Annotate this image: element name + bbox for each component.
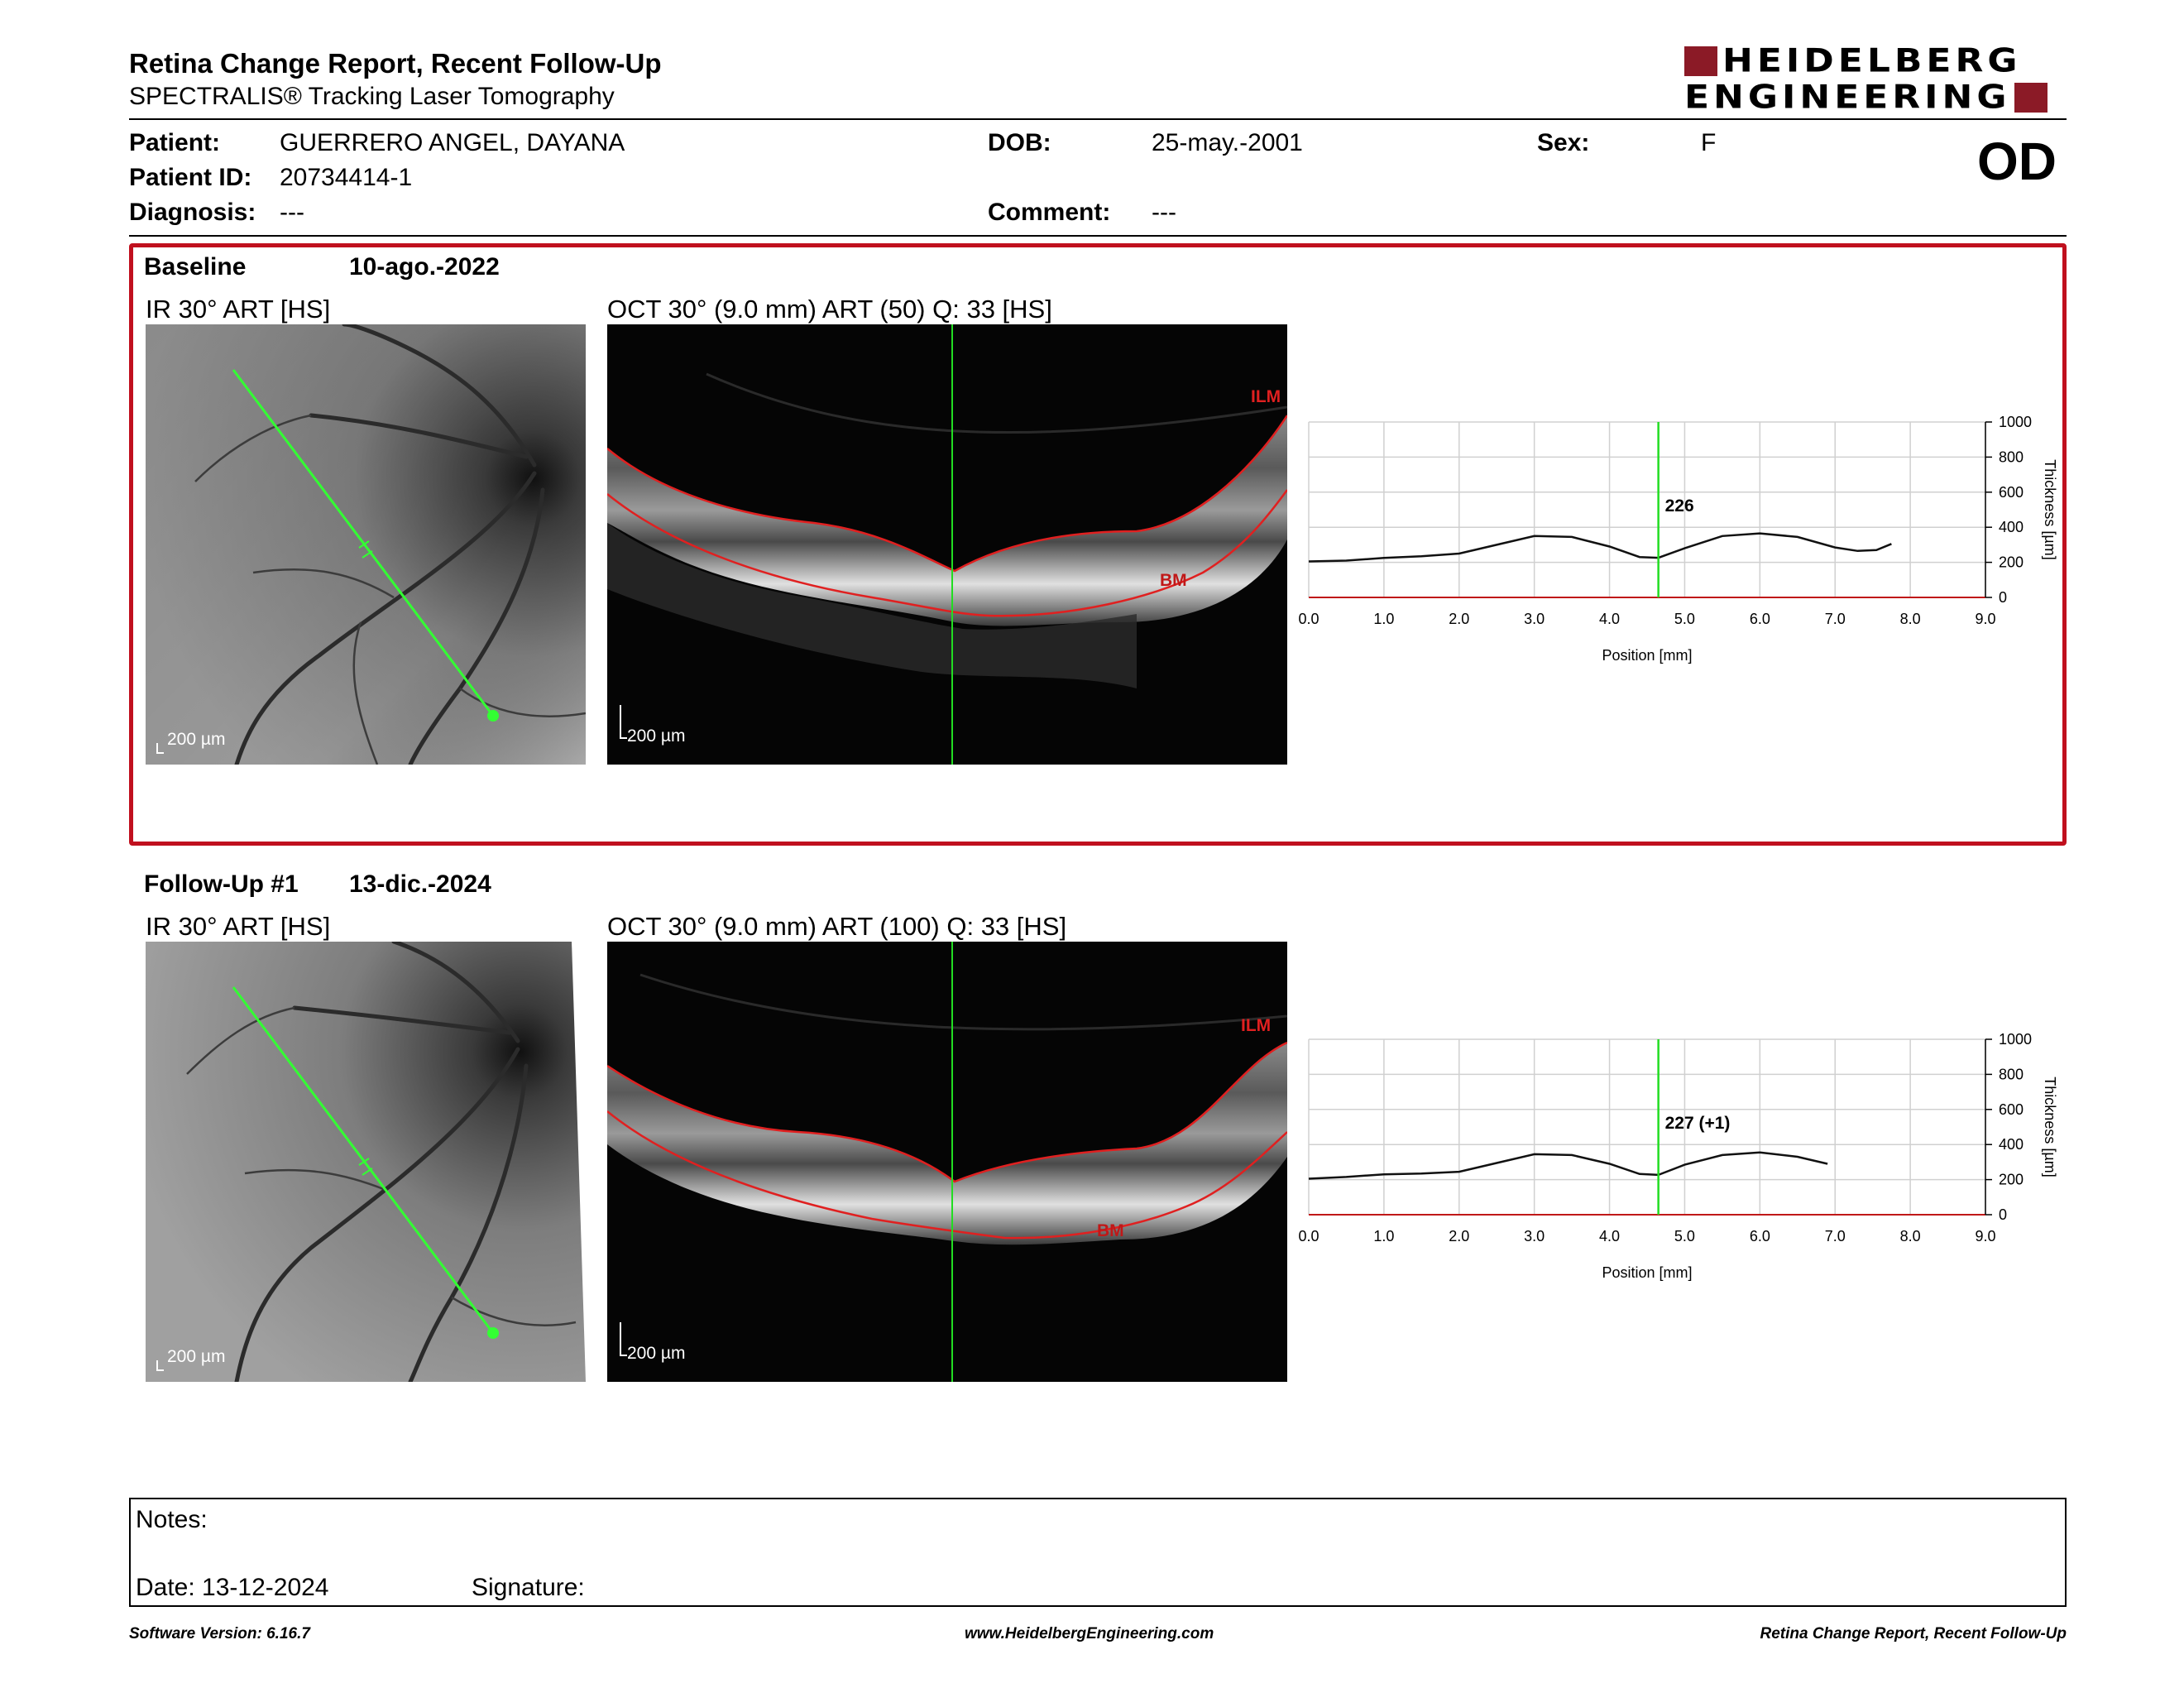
x-tick-label: 6.0 <box>1750 1228 1770 1244</box>
ir-image-label: IR 30° ART [HS] <box>146 295 331 324</box>
thickness-chart-baseline: 0.0 1.0 2.0 3.0 4.0 5.0 6.0 7.0 8.0 9.0 0 200 400 600… <box>1298 409 2076 674</box>
exam-title: Follow-Up #1 <box>144 870 299 898</box>
y-tick-label: 200 <box>1999 554 2024 571</box>
x-tick-label: 1.0 <box>1373 1228 1394 1244</box>
eye-indicator: OD <box>1977 132 2057 191</box>
x-axis-label: Position [mm] <box>1602 647 1692 664</box>
x-tick-label: 3.0 <box>1524 1228 1545 1244</box>
bm-label: BM <box>1097 1221 1124 1240</box>
x-axis-label: Position [mm] <box>1602 1264 1692 1281</box>
notes-date: Date: 13-12-2024 <box>136 1574 329 1601</box>
x-tick-label: 3.0 <box>1524 611 1545 627</box>
x-tick-label: 1.0 <box>1373 611 1394 627</box>
patient-id-label: Patient ID: <box>129 164 252 191</box>
footer-website: www.HeidelbergEngineering.com <box>965 1625 1214 1642</box>
oct-scale-label: 200 µm <box>627 1344 686 1363</box>
sex-label: Sex: <box>1537 129 1590 156</box>
bm-label: BM <box>1160 571 1187 590</box>
x-tick-label: 6.0 <box>1750 611 1770 627</box>
logo-square-icon-2 <box>2014 83 2048 113</box>
x-tick-label: 9.0 <box>1975 1228 1995 1244</box>
exam-title: Baseline <box>144 253 247 281</box>
x-tick-label: 9.0 <box>1975 611 1995 627</box>
footer-software-version: Software Version: 6.16.7 <box>129 1625 310 1642</box>
thickness-series-line <box>1308 1151 1828 1180</box>
baseline-frame <box>129 243 2067 846</box>
x-tick-label: 8.0 <box>1900 1228 1921 1244</box>
logo-text-top: HEIDELBERG <box>1722 41 2022 80</box>
oct-image-label: OCT 30° (9.0 mm) ART (100) Q: 33 [HS] <box>607 912 1067 941</box>
ilm-label: ILM <box>1241 1016 1272 1035</box>
thickness-series-line <box>1308 532 1892 563</box>
ilm-label: ILM <box>1251 387 1281 406</box>
y-tick-label: 800 <box>1999 448 2024 465</box>
ir-image-label: IR 30° ART [HS] <box>146 912 331 941</box>
thickness-chart-followup: 0.0 1.0 2.0 3.0 4.0 5.0 6.0 7.0 8.0 9.0 0 200 400 600… <box>1298 1026 2076 1291</box>
divider <box>129 235 2067 237</box>
comment-value: --- <box>1152 199 1176 226</box>
logo-square-icon <box>1684 46 1717 76</box>
y-tick-label: 0 <box>1999 1206 2007 1223</box>
y-tick-label: 600 <box>1999 484 2024 501</box>
y-tick-label: 1000 <box>1999 414 2032 430</box>
x-tick-label: 2.0 <box>1449 1228 1469 1244</box>
thickness-chart-svg: 0.0 1.0 2.0 3.0 4.0 5.0 6.0 7.0 8.0 9.00 200 400 600… <box>1298 1031 2058 1281</box>
oct-bscan-image[interactable]: ILM BM 200 µm <box>607 942 1287 1382</box>
ir-scale-label: 200 µm <box>167 1347 226 1366</box>
x-tick-label: 0.0 <box>1299 611 1320 627</box>
x-tick-label: 4.0 <box>1599 1228 1620 1244</box>
ir-fundus-image[interactable]: 200 µm <box>146 942 586 1382</box>
y-tick-label: 400 <box>1999 519 2024 535</box>
divider <box>129 118 2067 120</box>
sex-value: F <box>1701 129 1717 156</box>
patient-label: Patient: <box>129 129 221 156</box>
dob-value: 25-may.-2001 <box>1152 129 1303 156</box>
comment-label: Comment: <box>988 199 1111 226</box>
report-title: Retina Change Report, Recent Follow-Up <box>129 48 662 79</box>
notes-box[interactable] <box>129 1498 2067 1607</box>
y-axis-label: Thickness [µm] <box>2042 1077 2058 1177</box>
y-tick-label: 0 <box>1999 589 2007 606</box>
y-tick-label: 400 <box>1999 1136 2024 1153</box>
patient-name: GUERRERO ANGEL, DAYANA <box>280 129 625 156</box>
oct-bscan-image[interactable]: ILM BM 200 µm <box>607 324 1287 765</box>
ir-scale-label: 200 µm <box>167 730 226 749</box>
diagnosis-label: Diagnosis: <box>129 199 256 226</box>
exam-date: 10-ago.-2022 <box>349 253 500 281</box>
y-tick-label: 600 <box>1999 1101 2024 1118</box>
ir-fundus-image[interactable]: 200 µm <box>146 324 586 765</box>
marker-value-label: 226 <box>1665 496 1694 516</box>
oct-scale-label: 200 µm <box>627 727 686 746</box>
oct-image-label: OCT 30° (9.0 mm) ART (50) Q: 33 [HS] <box>607 295 1052 324</box>
y-tick-label: 1000 <box>1999 1031 2032 1048</box>
x-tick-label: 8.0 <box>1900 611 1921 627</box>
x-tick-label: 7.0 <box>1825 1228 1846 1244</box>
x-tick-label: 7.0 <box>1825 611 1846 627</box>
x-tick-label: 5.0 <box>1674 611 1695 627</box>
signature-label: Signature: <box>472 1574 585 1601</box>
dob-label: DOB: <box>988 129 1051 156</box>
exam-date: 13-dic.-2024 <box>349 870 491 898</box>
marker-value-label: 227 (+1) <box>1665 1114 1731 1133</box>
footer-report-name: Retina Change Report, Recent Follow-Up <box>1760 1625 2067 1642</box>
logo-text-bottom: ENGINEERING <box>1684 78 2011 117</box>
x-tick-label: 0.0 <box>1299 1228 1320 1244</box>
report-subtitle: SPECTRALIS® Tracking Laser Tomography <box>129 83 615 110</box>
x-tick-label: 5.0 <box>1674 1228 1695 1244</box>
x-tick-label: 4.0 <box>1599 611 1620 627</box>
y-axis-label: Thickness [µm] <box>2042 459 2058 559</box>
x-tick-label: 2.0 <box>1449 611 1469 627</box>
y-tick-label: 800 <box>1999 1066 2024 1082</box>
patient-id: 20734414-1 <box>280 164 413 191</box>
diagnosis-value: --- <box>280 199 304 226</box>
y-tick-label: 200 <box>1999 1172 2024 1188</box>
notes-label: Notes: <box>136 1506 208 1533</box>
thickness-chart-svg: 0.0 1.0 2.0 3.0 4.0 5.0 6.0 7.0 8.0 9.00 200 400 600… <box>1298 414 2058 664</box>
